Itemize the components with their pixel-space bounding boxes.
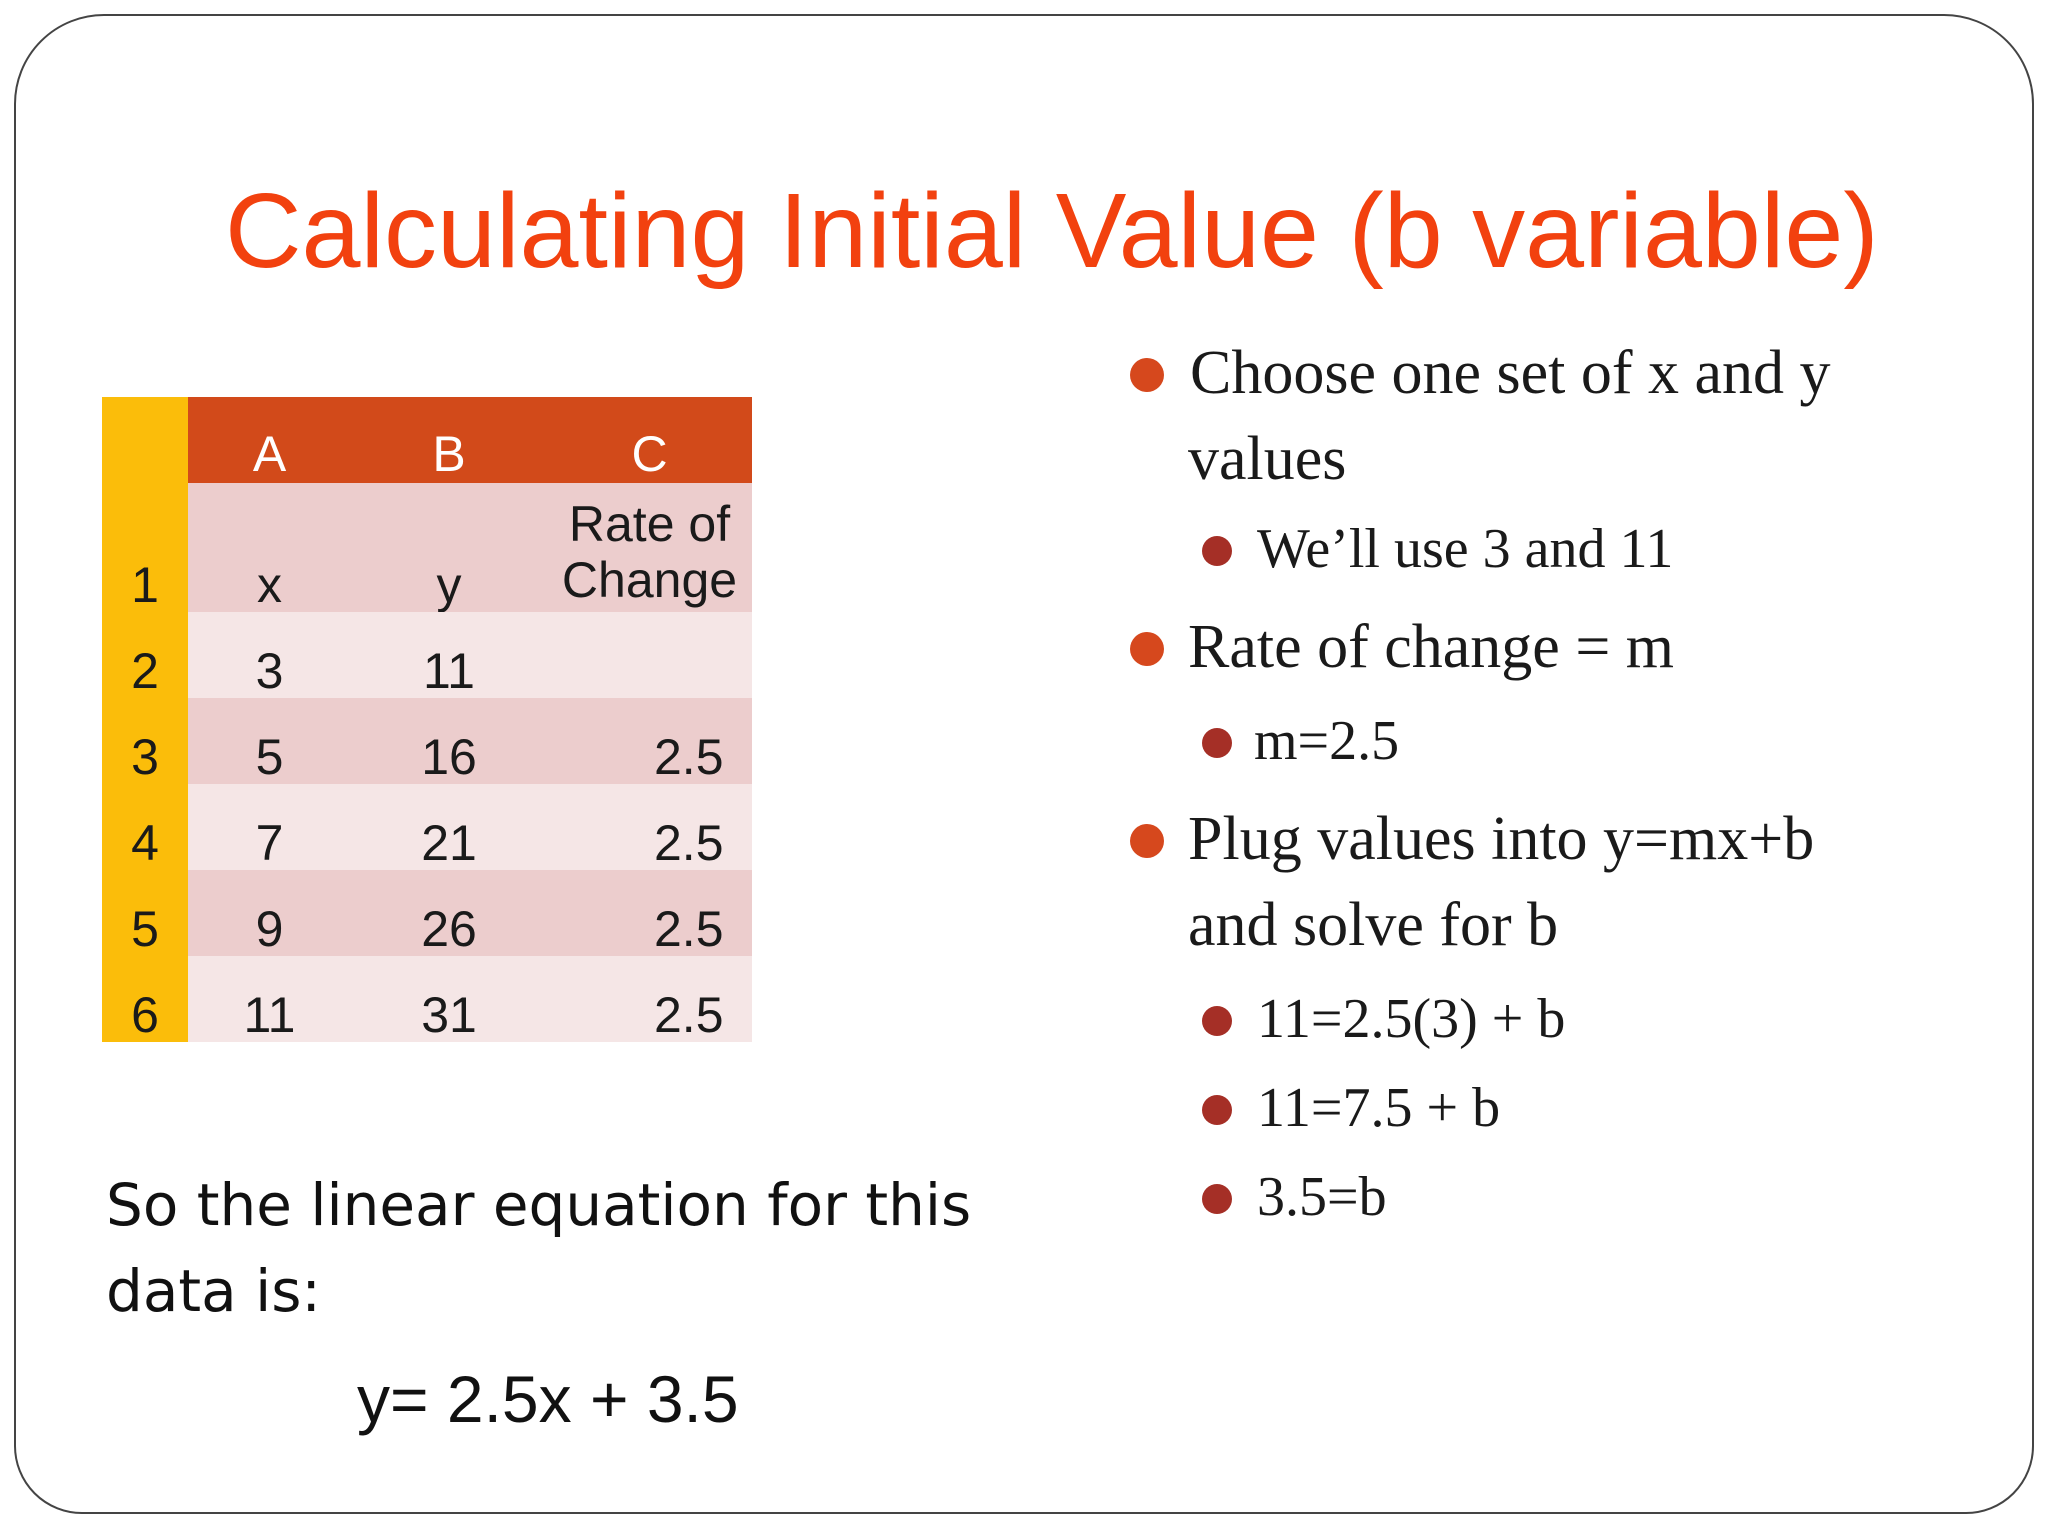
cell-c: Rate of Change <box>547 483 752 612</box>
table-row: 5 9 26 2.5 <box>102 870 752 956</box>
cell-c-line1: Rate of <box>568 496 731 552</box>
cell-b: 26 <box>351 870 547 956</box>
table-row: 1 x y Rate of Change <box>102 483 752 612</box>
linear-equation: y= 2.5x + 3.5 <box>357 1362 739 1436</box>
cell-b: 21 <box>351 784 547 870</box>
bullet-item-rate: Rate of change = m <box>1188 613 1675 681</box>
cell-c <box>547 612 752 698</box>
cell-a: 3 <box>188 612 351 698</box>
bullet-item-plug: Plug values into y=mx+b <box>1188 805 1815 873</box>
sub-bullet-item: 11=7.5 + b <box>1257 1077 1501 1139</box>
row-number: 6 <box>102 956 188 1042</box>
cell-c: 2.5 <box>547 956 752 1042</box>
sub-bullet-dot-icon <box>1202 536 1232 566</box>
sub-bullet-item: 11=2.5(3) + b <box>1257 988 1566 1050</box>
cell-a: 7 <box>188 784 351 870</box>
row-number: 1 <box>102 483 188 612</box>
table-row: 4 7 21 2.5 <box>102 784 752 870</box>
summary-text: So the linear equation for this data is: <box>106 1162 1006 1334</box>
slide-title: Calculating Initial Value (b variable) <box>225 172 1879 290</box>
summary-line-2: data is: <box>106 1257 321 1325</box>
cell-a: 11 <box>188 956 351 1042</box>
bullet-item-plug-cont: and solve for b <box>1188 891 1559 959</box>
cell-c: 2.5 <box>547 784 752 870</box>
column-header-b: B <box>351 397 547 483</box>
cell-b: 31 <box>351 956 547 1042</box>
cell-b: 16 <box>351 698 547 784</box>
sub-bullet-item: 3.5=b <box>1257 1166 1387 1228</box>
bullet-dot-icon <box>1130 632 1164 666</box>
table-row: 2 3 11 <box>102 612 752 698</box>
cell-c: 2.5 <box>547 698 752 784</box>
sub-bullet-dot-icon <box>1202 1006 1232 1036</box>
cell-a: 5 <box>188 698 351 784</box>
row-number-header <box>102 397 188 483</box>
sub-bullet-dot-icon <box>1202 728 1232 758</box>
bullet-dot-icon <box>1130 358 1164 392</box>
summary-line-1: So the linear equation for this <box>106 1171 972 1239</box>
table-row: 3 5 16 2.5 <box>102 698 752 784</box>
sub-bullet-item: m=2.5 <box>1254 710 1400 772</box>
row-number: 3 <box>102 698 188 784</box>
sub-bullet-dot-icon <box>1202 1184 1232 1214</box>
column-header-a: A <box>188 397 351 483</box>
cell-a: 9 <box>188 870 351 956</box>
sub-bullet-item: We’ll use 3 and 11 <box>1257 518 1674 580</box>
row-number: 2 <box>102 612 188 698</box>
cell-b: y <box>351 483 547 612</box>
cell-c: 2.5 <box>547 870 752 956</box>
bullet-item-choose: Choose one set of x and y <box>1190 339 1831 407</box>
column-header-c: C <box>547 397 752 483</box>
cell-c-line2: Change <box>561 552 738 608</box>
bullet-dot-icon <box>1130 824 1164 858</box>
cell-a: x <box>188 483 351 612</box>
table-row: 6 11 31 2.5 <box>102 956 752 1042</box>
bullet-item-choose-cont: values <box>1188 425 1347 493</box>
table-header-row: A B C <box>102 397 752 483</box>
cell-b: 11 <box>351 612 547 698</box>
data-table: A B C 1 x y Rate of Change 2 3 11 3 5 16… <box>102 397 752 1042</box>
sub-bullet-dot-icon <box>1202 1095 1232 1125</box>
row-number: 5 <box>102 870 188 956</box>
row-number: 4 <box>102 784 188 870</box>
